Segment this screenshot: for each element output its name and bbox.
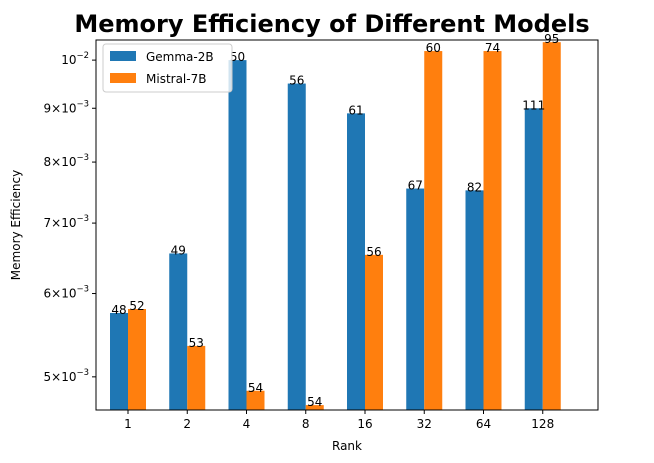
bar-mistral-7b-rank-32 xyxy=(424,51,443,411)
bar-label-gemma-2b-rank-128: 111 xyxy=(522,98,545,112)
x-tick-label: 16 xyxy=(357,417,372,431)
x-tick-label: 128 xyxy=(531,417,554,431)
y-tick-label: 5×10−3 xyxy=(44,368,90,384)
bar-mistral-7b-rank-16 xyxy=(365,254,383,410)
bar-mistral-7b-rank-2 xyxy=(187,345,206,410)
bar-gemma-2b-rank-2 xyxy=(169,253,188,410)
legend-label-mistral: Mistral-7B xyxy=(146,72,206,86)
x-tick-label: 8 xyxy=(302,417,310,431)
bar-gemma-2b-rank-8 xyxy=(287,83,306,410)
x-tick-label: 4 xyxy=(243,417,251,431)
y-tick-label: 7×10−3 xyxy=(44,214,90,230)
y-tick-label: 9×10−3 xyxy=(44,99,90,115)
bar-gemma-2b-rank-4 xyxy=(228,60,247,410)
bar-gemma-2b-rank-1 xyxy=(110,312,128,410)
bar-label-mistral-7b-rank-1: 52 xyxy=(129,299,144,313)
x-tick-label: 1 xyxy=(124,417,132,431)
bar-label-gemma-2b-rank-4: 50 xyxy=(230,50,245,64)
bar-gemma-2b-rank-64 xyxy=(465,190,484,410)
legend-swatch-gemma xyxy=(110,51,136,61)
bar-label-mistral-7b-rank-128: 95 xyxy=(544,32,559,46)
bar-label-gemma-2b-rank-8: 56 xyxy=(289,74,304,88)
chart-title: Memory Efficiency of Different Models xyxy=(74,10,589,38)
legend: Gemma-2B Mistral-7B xyxy=(102,43,233,93)
x-tick-label: 32 xyxy=(417,417,432,431)
y-axis-ticks: 5×10−3 6×10−3 7×10−3 8×10−3 9×10−3 10−2 xyxy=(44,51,96,384)
bar-label-mistral-7b-rank-64: 74 xyxy=(485,41,500,55)
y-axis-label: Memory Efficiency xyxy=(9,170,23,280)
bar-label-gemma-2b-rank-32: 67 xyxy=(408,179,423,193)
bar-mistral-7b-rank-8 xyxy=(305,405,324,410)
bar-mistral-7b-rank-128 xyxy=(542,42,561,411)
x-axis-ticks: 1 2 4 8 16 32 64 128 xyxy=(124,410,554,431)
bar-label-gemma-2b-rank-2: 49 xyxy=(171,243,186,257)
bar-label-mistral-7b-rank-2: 53 xyxy=(189,336,204,350)
y-tick-label: 10−2 xyxy=(61,51,89,67)
bar-label-mistral-7b-rank-16: 56 xyxy=(366,245,381,259)
bar-label-gemma-2b-rank-16: 61 xyxy=(348,103,363,117)
plot-frame xyxy=(95,39,599,411)
x-tick-label: 64 xyxy=(476,417,491,431)
bar-gemma-2b-rank-128 xyxy=(524,108,543,410)
bar-mistral-7b-rank-4 xyxy=(246,390,265,410)
bar-gemma-2b-rank-16 xyxy=(347,113,365,410)
legend-swatch-mistral xyxy=(110,73,136,83)
x-axis-label: Rank xyxy=(332,439,362,453)
legend-label-gemma: Gemma-2B xyxy=(146,50,214,64)
bar-label-mistral-7b-rank-8: 54 xyxy=(307,395,322,409)
y-tick-label: 8×10−3 xyxy=(44,153,90,169)
bar-label-mistral-7b-rank-32: 60 xyxy=(426,41,441,55)
bars-layer xyxy=(110,42,561,411)
bar-label-mistral-7b-rank-4: 54 xyxy=(248,381,263,395)
x-tick-label: 2 xyxy=(183,417,191,431)
bar-label-gemma-2b-rank-64: 82 xyxy=(467,180,482,194)
bar-gemma-2b-rank-32 xyxy=(406,188,425,410)
bar-labels-layer: 48 52 49 53 50 54 56 54 61 56 67 60 82 74 111 95 xyxy=(111,32,559,409)
y-tick-label: 6×10−3 xyxy=(44,285,90,301)
bar-mistral-7b-rank-1 xyxy=(128,309,146,410)
bar-label-gemma-2b-rank-1: 48 xyxy=(111,303,126,317)
bar-mistral-7b-rank-64 xyxy=(483,51,502,411)
